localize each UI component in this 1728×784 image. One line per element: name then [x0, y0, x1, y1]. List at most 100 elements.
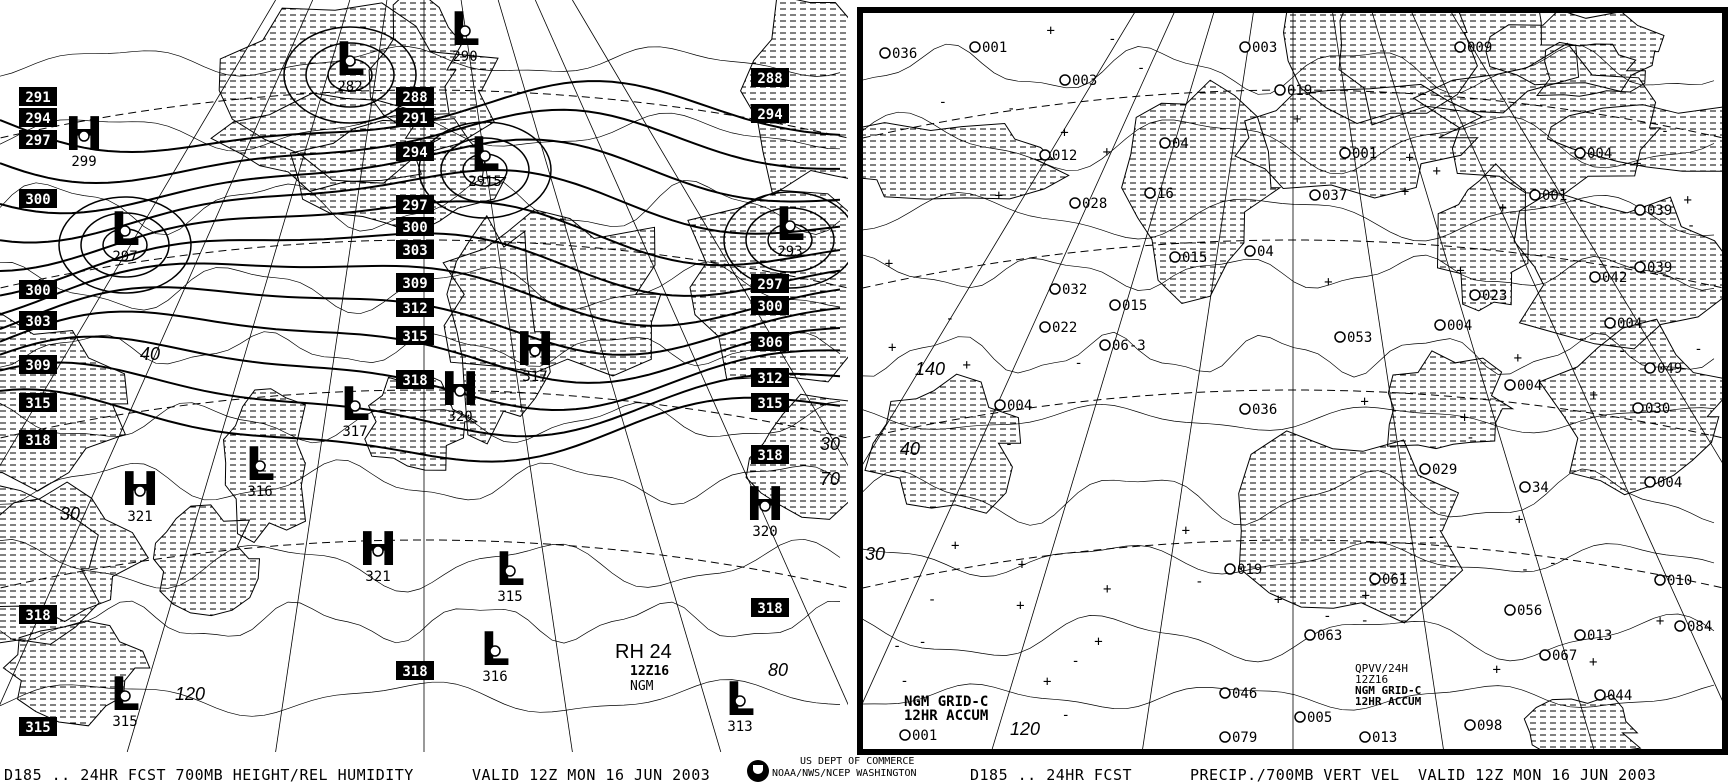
precip-marker-icon [1109, 299, 1121, 311]
center-value: 290 [452, 49, 477, 65]
height-label-box [396, 298, 434, 317]
precip-amount: 063 [1317, 628, 1342, 644]
center-marker-icon [344, 55, 356, 67]
precip-amount: 013 [1587, 628, 1612, 644]
precip-marker-icon [1634, 204, 1646, 216]
vertical-velocity-sign: + [1047, 23, 1055, 39]
height-label-box [751, 368, 789, 387]
height-contour [0, 108, 840, 185]
meridian [1411, 12, 1724, 706]
precip-marker-icon [969, 41, 981, 53]
precip-marker-icon [1469, 289, 1481, 301]
precip-amount: 022 [1052, 320, 1077, 336]
height-label: 315 [25, 720, 50, 736]
vertical-velocity-sign: - [1323, 609, 1331, 625]
precip-vertical-velocity-map: 036 001 003 003 019 009 012 028 16 04 001 037 004 001… [862, 12, 1724, 750]
center-marker-icon [372, 545, 384, 557]
vertical-velocity-sign: + [1401, 184, 1409, 200]
qp-inset-right-4: 12HR ACCUM [1355, 695, 1422, 708]
hatched-region [1121, 79, 1282, 305]
vertical-velocity-sign: - [946, 311, 954, 327]
latitude-label: 120 [1010, 719, 1040, 739]
precip-amount: 036 [1252, 402, 1277, 418]
meridian [1142, 12, 1254, 750]
vertical-velocity-sign: - [1694, 341, 1702, 357]
left-caption: D185 .. 24HR FCST 700MB HEIGHT/REL HUMID… [4, 766, 414, 784]
precip-marker-icon [1419, 463, 1431, 475]
height-label: 318 [25, 433, 50, 449]
precip-amount: 004 [1447, 318, 1472, 334]
precip-amount: 023 [1482, 288, 1507, 304]
vertical-velocity-sign: - [1544, 66, 1552, 82]
precip-amount: 084 [1687, 619, 1712, 635]
precip-marker-icon [1434, 319, 1446, 331]
hatched-region [364, 373, 478, 471]
center-value: 320 [752, 524, 777, 540]
meridian [534, 0, 848, 706]
vertical-velocity-sign: - [1005, 437, 1013, 453]
precip-marker-icon [1634, 261, 1646, 273]
height-label-box [751, 445, 789, 464]
vertical-velocity-sign: + [1684, 192, 1692, 208]
precip-amount: 010 [1667, 573, 1692, 589]
precip-marker-icon [1244, 245, 1256, 257]
precip-marker-icon [1049, 283, 1061, 295]
precip-marker-icon [1334, 331, 1346, 343]
center-marker-icon [734, 695, 746, 707]
hatched-region [687, 189, 848, 383]
height-label: 300 [25, 283, 50, 299]
precip-marker-icon [994, 399, 1006, 411]
vertical-velocity-sign: - [1108, 32, 1116, 48]
vertical-velocity-sign: + [1514, 350, 1522, 366]
height-label-box [751, 104, 789, 123]
precip-amount: 009 [1467, 40, 1492, 56]
precip-amount: 003 [1072, 73, 1097, 89]
height-label-box [19, 430, 57, 449]
precip-amount: 012 [1052, 148, 1077, 164]
center-marker-icon [254, 460, 266, 472]
height-label: 315 [25, 396, 50, 412]
latitude-label: 40 [140, 344, 160, 364]
precip-marker-icon [1069, 197, 1081, 209]
precip-amount: 04 [1257, 244, 1274, 260]
height-label: 291 [25, 90, 50, 106]
precip-amount: 044 [1607, 688, 1632, 704]
precip-marker-icon [1574, 147, 1586, 159]
height-label-box [396, 370, 434, 389]
meridian [1450, 12, 1724, 467]
precip-amount: 001 [982, 40, 1007, 56]
meridian [991, 12, 1215, 750]
boundary-line [0, 600, 841, 644]
closed-contour [418, 121, 552, 219]
precip-amount: 004 [1517, 378, 1542, 394]
height-label: 309 [402, 276, 427, 292]
vertical-velocity-sign: + [1060, 125, 1068, 141]
precip-marker-icon [1644, 362, 1656, 374]
precip-amount: 013 [1372, 730, 1397, 746]
qp-inset-left-2: 12HR ACCUM [904, 708, 988, 724]
parallel [862, 89, 1724, 139]
meridian [862, 12, 1136, 467]
hatched-region [442, 209, 662, 377]
vertical-velocity-sign: + [1103, 582, 1111, 598]
height-label: 315 [757, 396, 782, 412]
meridian [862, 12, 1175, 706]
precip-amount: 029 [1432, 462, 1457, 478]
hatched-region [1338, 12, 1580, 126]
center-value: 299 [71, 154, 96, 170]
agency-line-1: US DEPT OF COMMERCE [800, 756, 915, 767]
boundary-line [862, 541, 1715, 577]
height-label: 315 [402, 329, 427, 345]
left-caption-valid: VALID 12Z MON 16 JUN 2003 [472, 766, 711, 784]
hatched-region [1386, 350, 1515, 450]
precip-marker-icon [1504, 604, 1516, 616]
hatched-region [2, 620, 151, 727]
center-marker-icon [479, 150, 491, 162]
precip-marker-icon [1674, 620, 1686, 632]
center-marker-icon [119, 690, 131, 702]
height-label: 297 [25, 133, 50, 149]
meridian [0, 0, 276, 467]
precip-marker-icon [1224, 563, 1236, 575]
hatched-region [740, 0, 848, 196]
parallel [862, 239, 1724, 289]
